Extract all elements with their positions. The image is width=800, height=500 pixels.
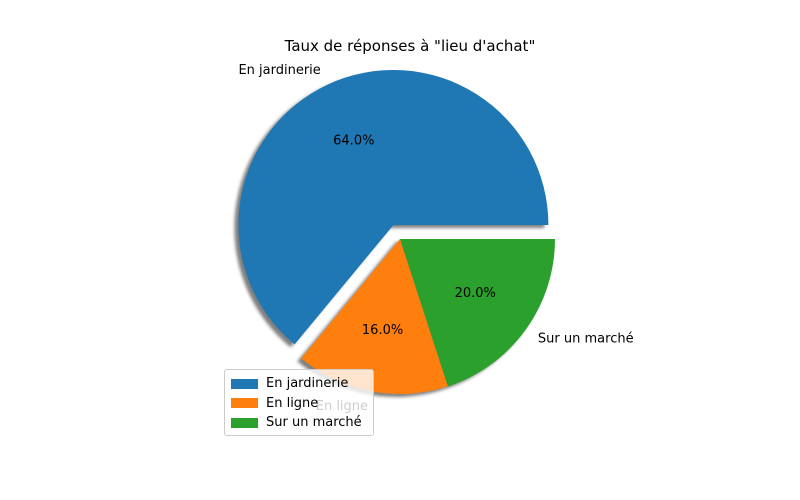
legend-swatch (231, 378, 258, 389)
slice-label-en-jardinerie: En jardinerie (238, 63, 320, 78)
slice-percent-en-ligne: 16.0% (362, 323, 403, 338)
pie-slice-en-ligne (301, 239, 448, 395)
chart-title: Taux de réponses à "lieu d'achat" (284, 37, 536, 55)
legend-swatch (231, 417, 258, 428)
pie-slices (238, 69, 555, 395)
slice-percent-sur-un-marche: 20.0% (455, 286, 496, 301)
legend-item-en-jardinerie: En jardinerie (231, 374, 367, 394)
legend-swatch (231, 398, 258, 409)
legend-label: En jardinerie (266, 376, 349, 392)
legend-item-sur-un-marche: Sur un marché (231, 413, 367, 433)
chart-legend: En jardinerie En ligne Sur un marché (224, 369, 374, 436)
legend-label: Sur un marché (266, 415, 362, 431)
slice-percent-en-jardinerie: 64.0% (333, 133, 374, 148)
legend-item-en-ligne: En ligne (231, 394, 367, 414)
legend-label: En ligne (266, 395, 319, 411)
pie-slice-sur-un-marche (400, 239, 555, 387)
slice-label-sur-un-marche: Sur un marché (538, 332, 634, 347)
pie-slice-en-jardinerie (238, 69, 549, 345)
